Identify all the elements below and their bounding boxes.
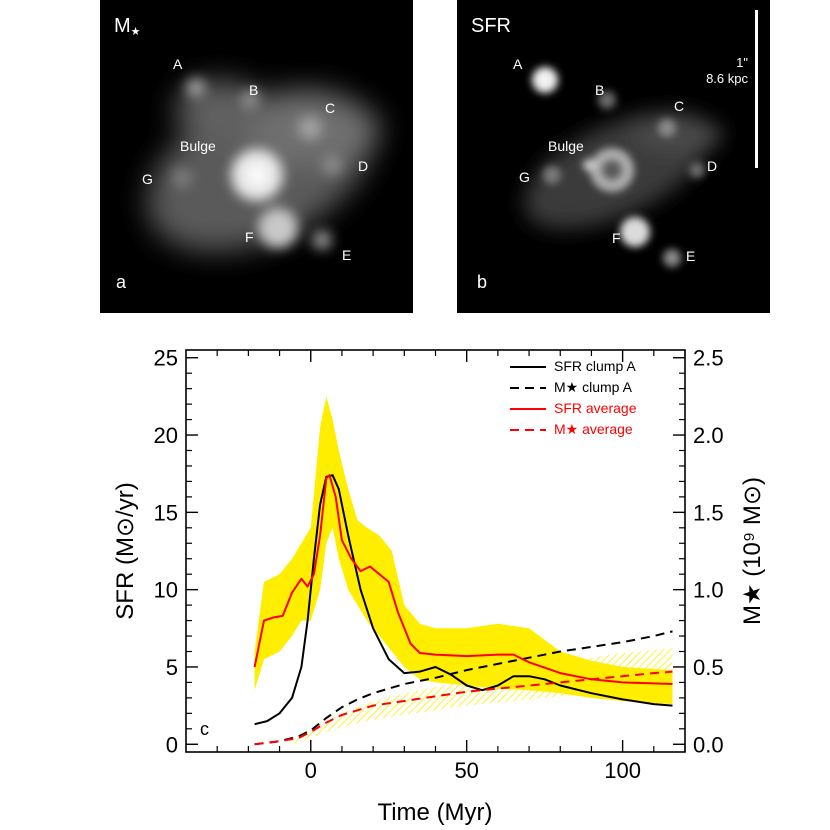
legend-mass-clump-a-label: M★ clump A — [554, 379, 633, 395]
y-right-tick-label: 0.5 — [693, 655, 724, 680]
y-right-tick-label: 0.0 — [693, 732, 724, 757]
clump-label-d: D — [707, 158, 718, 174]
legend-mass-average-label: M★ average — [554, 421, 633, 437]
x-axis-label: Time (Myr) — [377, 799, 492, 826]
y-left-tick-label: 5 — [166, 655, 178, 680]
y-left-tick-label: 15 — [154, 500, 178, 525]
clump-label-g: G — [519, 169, 530, 185]
clump-label-a: A — [513, 56, 523, 72]
x-tick-label: 0 — [305, 758, 317, 783]
sfr-average-line — [253, 474, 673, 685]
clump-label-e: E — [342, 247, 352, 263]
y-right-tick-label: 1.5 — [693, 500, 724, 525]
clump-label-b: B — [249, 82, 259, 98]
sfr-mass-chart: 0 50 100 0 5 10 15 20 25 0.0 0.5 1.0 1.5 2.0 2.5 SFR c… — [112, 346, 766, 826]
scale-kpc: 8.6 kpc — [706, 71, 748, 87]
panel-b-title: SFR — [471, 15, 511, 37]
clump-label-a: A — [173, 56, 183, 72]
panel-a-letter: a — [116, 272, 127, 292]
clump-label-f: F — [245, 229, 254, 245]
y-right-tick-label: 2.0 — [693, 423, 724, 448]
clump-label-f: F — [612, 230, 621, 246]
scale-arcsec: 1" — [736, 55, 748, 70]
bulge-label: Bulge — [548, 138, 584, 154]
y-right-axis-label: M★ (10⁹ M⊙) — [739, 477, 766, 625]
sfr-clump-a-line — [254, 474, 673, 726]
y-left-tick-label: 0 — [166, 732, 178, 757]
legend: SFR clump A M★ clump A SFR average M★ avera… — [510, 358, 637, 437]
bulge-label: Bulge — [180, 138, 216, 154]
y-left-axis-label: SFR (M⊙/yr) — [112, 482, 139, 619]
mass-average-line — [254, 670, 673, 746]
mass-clump-a-line — [254, 630, 673, 746]
y-left-tick-label: 20 — [154, 423, 178, 448]
scale-bar — [755, 10, 758, 168]
stellar-mass-image — [147, 78, 380, 252]
x-tick-label: 50 — [454, 758, 478, 783]
clump-label-e: E — [686, 248, 696, 264]
scale-label: 1" 8.6 kpc — [682, 55, 748, 88]
sfr-map: SFR 1" 8.6 kpc A B C D G Bulge F E b — [457, 0, 770, 313]
y-left-tick-label: 25 — [154, 346, 178, 371]
panel-c-letter: c — [200, 719, 209, 739]
legend-sfr-average-label: SFR average — [554, 400, 637, 416]
clump-label-b: B — [595, 82, 605, 98]
clump-label-g: G — [142, 171, 153, 187]
clump-label-c: C — [325, 100, 336, 116]
mass-scatter-band — [292, 648, 673, 745]
y-left-tick-label: 10 — [154, 578, 178, 603]
x-tick-label: 100 — [604, 758, 641, 783]
series-lines — [253, 474, 673, 746]
panel-a-title: M★ — [114, 15, 141, 38]
y-right-tick-label: 2.5 — [693, 346, 724, 371]
panel-b-letter: b — [477, 272, 488, 292]
sfr-image — [524, 67, 722, 267]
clump-label-d: D — [358, 158, 369, 174]
scatter-bands — [254, 396, 673, 745]
y-right-tick-label: 1.0 — [693, 578, 724, 603]
axes: 0 50 100 0 5 10 15 20 25 0.0 0.5 1.0 1.5 2.0 2.5 — [154, 346, 724, 783]
stellar-mass-map: M★ A B C D G Bulge F E a — [100, 0, 413, 313]
clump-label-c: C — [674, 98, 685, 114]
legend-sfr-clump-a-label: SFR clump A — [554, 358, 636, 374]
